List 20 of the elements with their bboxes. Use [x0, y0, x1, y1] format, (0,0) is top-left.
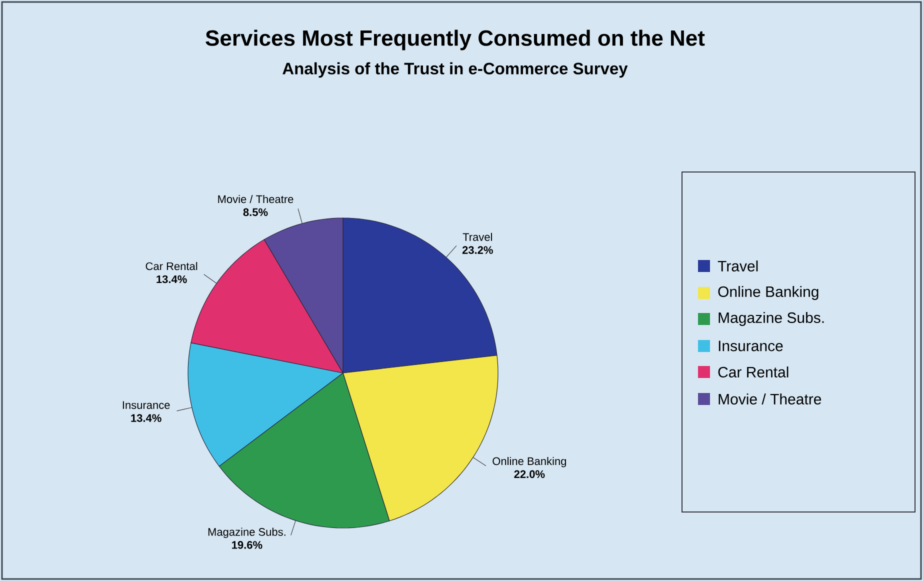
legend-label: Online Banking: [718, 286, 818, 300]
data-label: 13.4%: [131, 414, 162, 422]
legend-label: Movie / Theatre: [718, 393, 822, 404]
data-label: 13.4%: [156, 275, 187, 284]
slice-label: Insurance: [122, 401, 170, 409]
slice-label: Movie / Theatre: [218, 195, 294, 204]
slice-label: Travel: [462, 232, 492, 241]
chart-subtitle: Analysis of the Trust in e-Commerce Survey: [282, 62, 628, 78]
chart-title: Services Most Frequently Consumed on the Net: [206, 30, 705, 50]
data-label: 8.5%: [243, 208, 268, 216]
data-label: 19.6%: [232, 541, 262, 549]
data-label: 22.0%: [514, 470, 545, 478]
legend-label: Magazine Subs.: [718, 312, 824, 326]
slice-label: Car Rental: [146, 262, 198, 270]
legend-label: Car Rental: [718, 366, 788, 378]
slice-label: Magazine Subs.: [208, 528, 286, 538]
legend-label: Insurance: [718, 340, 783, 352]
data-label: 23.2%: [462, 246, 493, 254]
slice-label: Online Banking: [492, 456, 566, 468]
legend-label: Travel: [718, 260, 758, 272]
